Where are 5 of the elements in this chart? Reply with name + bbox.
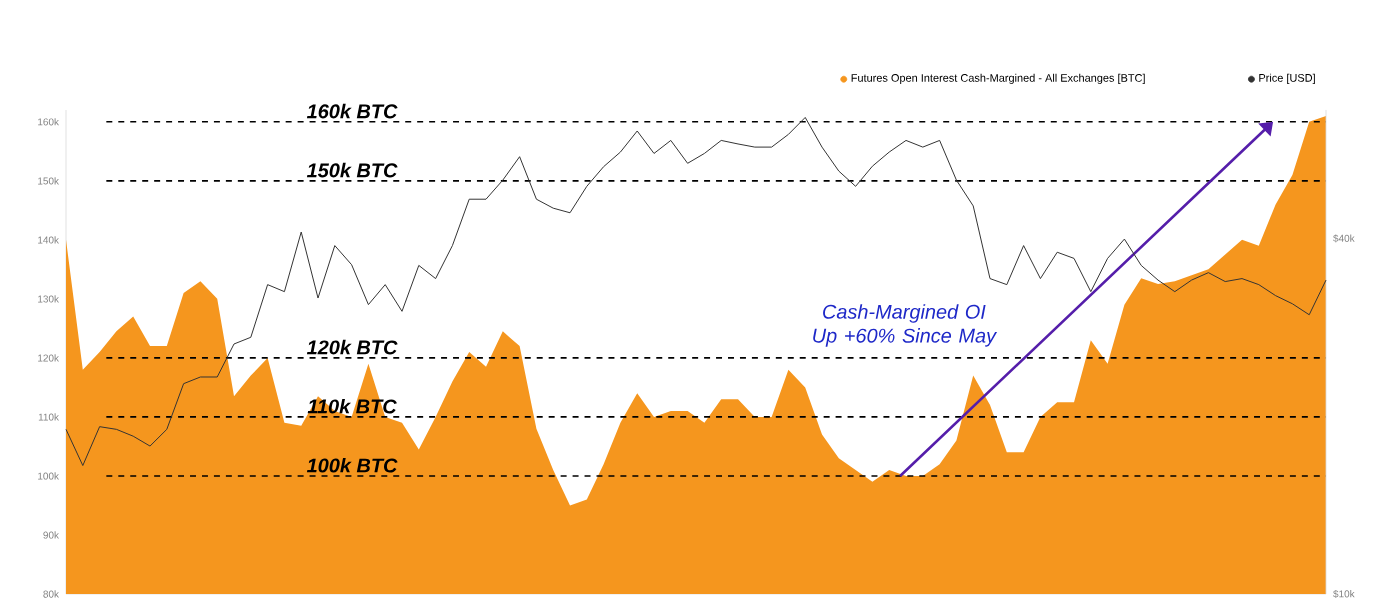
ref-line-label: 120k BTC	[306, 339, 398, 355]
ref-line-label: 160k BTC	[306, 103, 398, 119]
ref-line-label: 150k BTC	[306, 162, 398, 178]
annotation: Cash-Margined OI Up +60% Since May	[813, 303, 998, 347]
ref-line-label: 100k BTC	[306, 457, 398, 473]
